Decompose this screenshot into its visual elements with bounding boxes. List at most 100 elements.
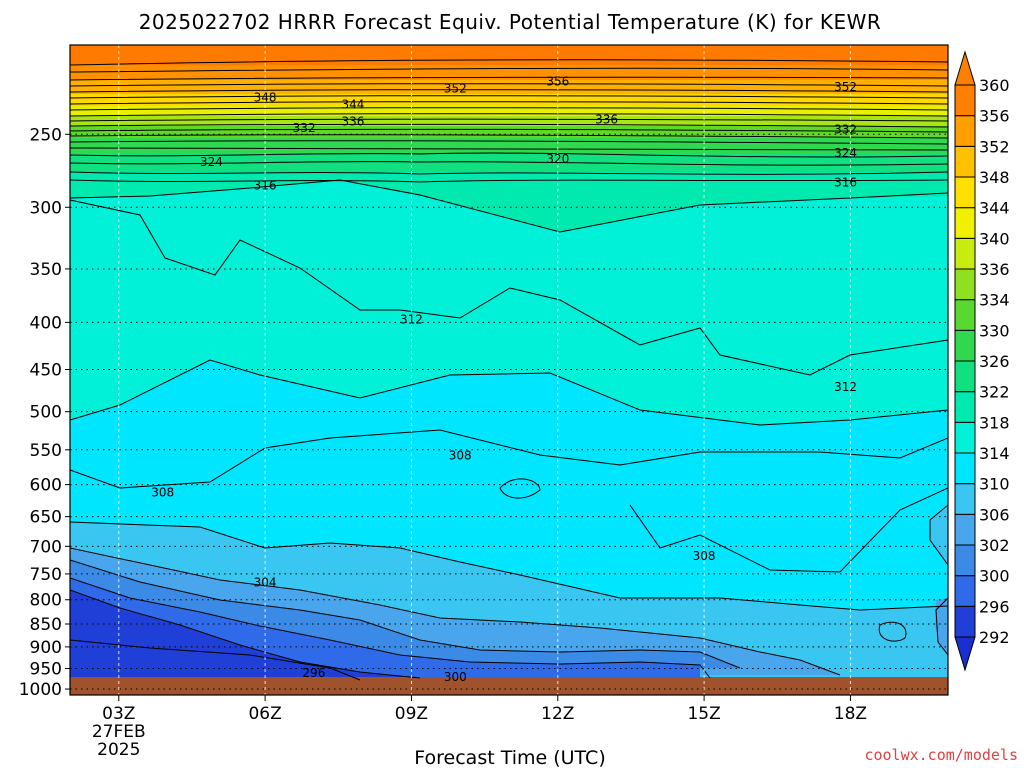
colorbar-swatch	[954, 605, 976, 638]
colorbar-swatch	[954, 237, 976, 270]
colorbar-label: 334	[979, 291, 1010, 310]
contour-line-closed	[499, 478, 541, 499]
band-306-east	[930, 505, 948, 565]
contour-label: 304	[254, 575, 277, 589]
contour-line	[70, 171, 948, 175]
contour-label: 344	[341, 97, 364, 111]
colorbar-swatch	[954, 391, 976, 423]
contour-label: 324	[200, 155, 223, 169]
contour-line-306	[70, 521, 948, 611]
x-tick-label: 15Z	[687, 704, 720, 724]
contour-line	[70, 101, 948, 105]
colorbar-label: 330	[979, 321, 1010, 340]
y-tick-label: 650	[30, 508, 62, 528]
contour-line-308-lower	[629, 487, 948, 573]
colorbar-swatch	[954, 207, 976, 239]
contour-label: 332	[834, 122, 857, 136]
colorbar-swatch	[954, 483, 976, 515]
contour-line-296	[70, 589, 421, 679]
colorbar-label: 300	[979, 567, 1010, 586]
contour-label: 312	[834, 380, 857, 394]
contour-line	[70, 107, 948, 111]
band-322	[70, 154, 948, 172]
colorbar-bottom-arrow	[954, 636, 976, 672]
colorbar-swatch	[954, 145, 976, 178]
colorbar-top-arrow	[954, 50, 976, 86]
colorbar-label: 302	[979, 536, 1010, 555]
contour-label: 352	[834, 80, 857, 94]
y-tick-label: 250	[30, 125, 62, 145]
contour-line-312	[70, 199, 948, 376]
colorbar-swatch	[954, 421, 976, 454]
contour-line-closed	[878, 621, 907, 642]
contour-line	[70, 67, 948, 73]
contour-line	[70, 118, 948, 122]
terrain-band	[70, 677, 948, 695]
band-356	[70, 45, 948, 65]
band-292	[70, 590, 420, 680]
colorbar-swatch	[954, 513, 976, 546]
x-tick-label: 06Z	[248, 704, 281, 724]
contour-line-294	[70, 639, 361, 681]
colorbar-swatch	[954, 115, 976, 147]
colorbar-label: 360	[979, 76, 1010, 95]
contour-line	[70, 76, 948, 81]
x-tick-label: 09Z	[395, 704, 428, 724]
colorbar-label: 326	[979, 352, 1010, 371]
colorbar-swatch	[954, 299, 976, 331]
contour-line	[70, 123, 948, 128]
colorbar-swatch	[954, 575, 976, 607]
colorbar-label: 318	[979, 413, 1010, 432]
colorbar-label: 296	[979, 597, 1010, 616]
colorbar-label: 352	[979, 137, 1010, 156]
y-tick-label: 750	[30, 565, 62, 585]
contour-labels: 348 344 352 356 352 336 336 332 332 324 324 320 316 3…	[151, 74, 857, 684]
contour-label: 296	[302, 666, 325, 680]
contour-line-298	[70, 577, 711, 679]
contour-line-316	[70, 179, 948, 233]
contour-label: 352	[444, 82, 467, 96]
colorbar-label: 336	[979, 260, 1010, 279]
contour-label: 308	[151, 486, 174, 500]
colorbar-label: 340	[979, 229, 1010, 248]
band-318	[70, 172, 948, 232]
colorbar-swatch	[954, 329, 976, 362]
contour-label: 336	[341, 114, 364, 128]
band-340	[70, 106, 948, 116]
colorbar-label: 292	[979, 628, 1010, 647]
chart-title: 2025022702 HRRR Forecast Equiv. Potentia…	[139, 10, 882, 34]
contour-line	[70, 179, 948, 183]
y-tick-label: 300	[30, 198, 62, 218]
y-tick-label: 850	[30, 615, 62, 635]
contour-label: 356	[546, 74, 569, 88]
contour-line	[70, 147, 948, 151]
contour-label: 320	[546, 152, 569, 166]
y-tick-label: 600	[30, 476, 62, 496]
contour-line	[70, 89, 948, 93]
colorbar-swatch	[954, 176, 976, 209]
y-tick-label: 950	[30, 660, 62, 680]
colorbar-label: 322	[979, 383, 1010, 402]
y-tick-label: 550	[30, 441, 62, 461]
grid-lines	[70, 45, 948, 695]
y-tick-label: 800	[30, 591, 62, 611]
band-344	[70, 94, 948, 106]
x-axis-title: Forecast Time (UTC)	[414, 747, 605, 768]
colorbar: 292 296 300 302 306 310 314 318 322 326 330 334 336 3…	[954, 50, 1010, 672]
y-tick-label: 350	[30, 260, 62, 280]
contour-line	[70, 113, 948, 117]
contour-line	[70, 59, 948, 66]
contour-line-302	[70, 547, 841, 676]
x-tick-label: 03Z	[102, 704, 135, 724]
y-tick-label: 500	[30, 403, 62, 423]
contour-line	[70, 134, 948, 139]
contour-label: 308	[449, 449, 472, 463]
band-334	[70, 116, 948, 126]
contour-line	[70, 152, 948, 158]
contour-line	[70, 140, 948, 145]
contour-label: 316	[834, 175, 857, 189]
contour-line	[70, 161, 948, 166]
contour-line-308-upper	[70, 429, 948, 489]
